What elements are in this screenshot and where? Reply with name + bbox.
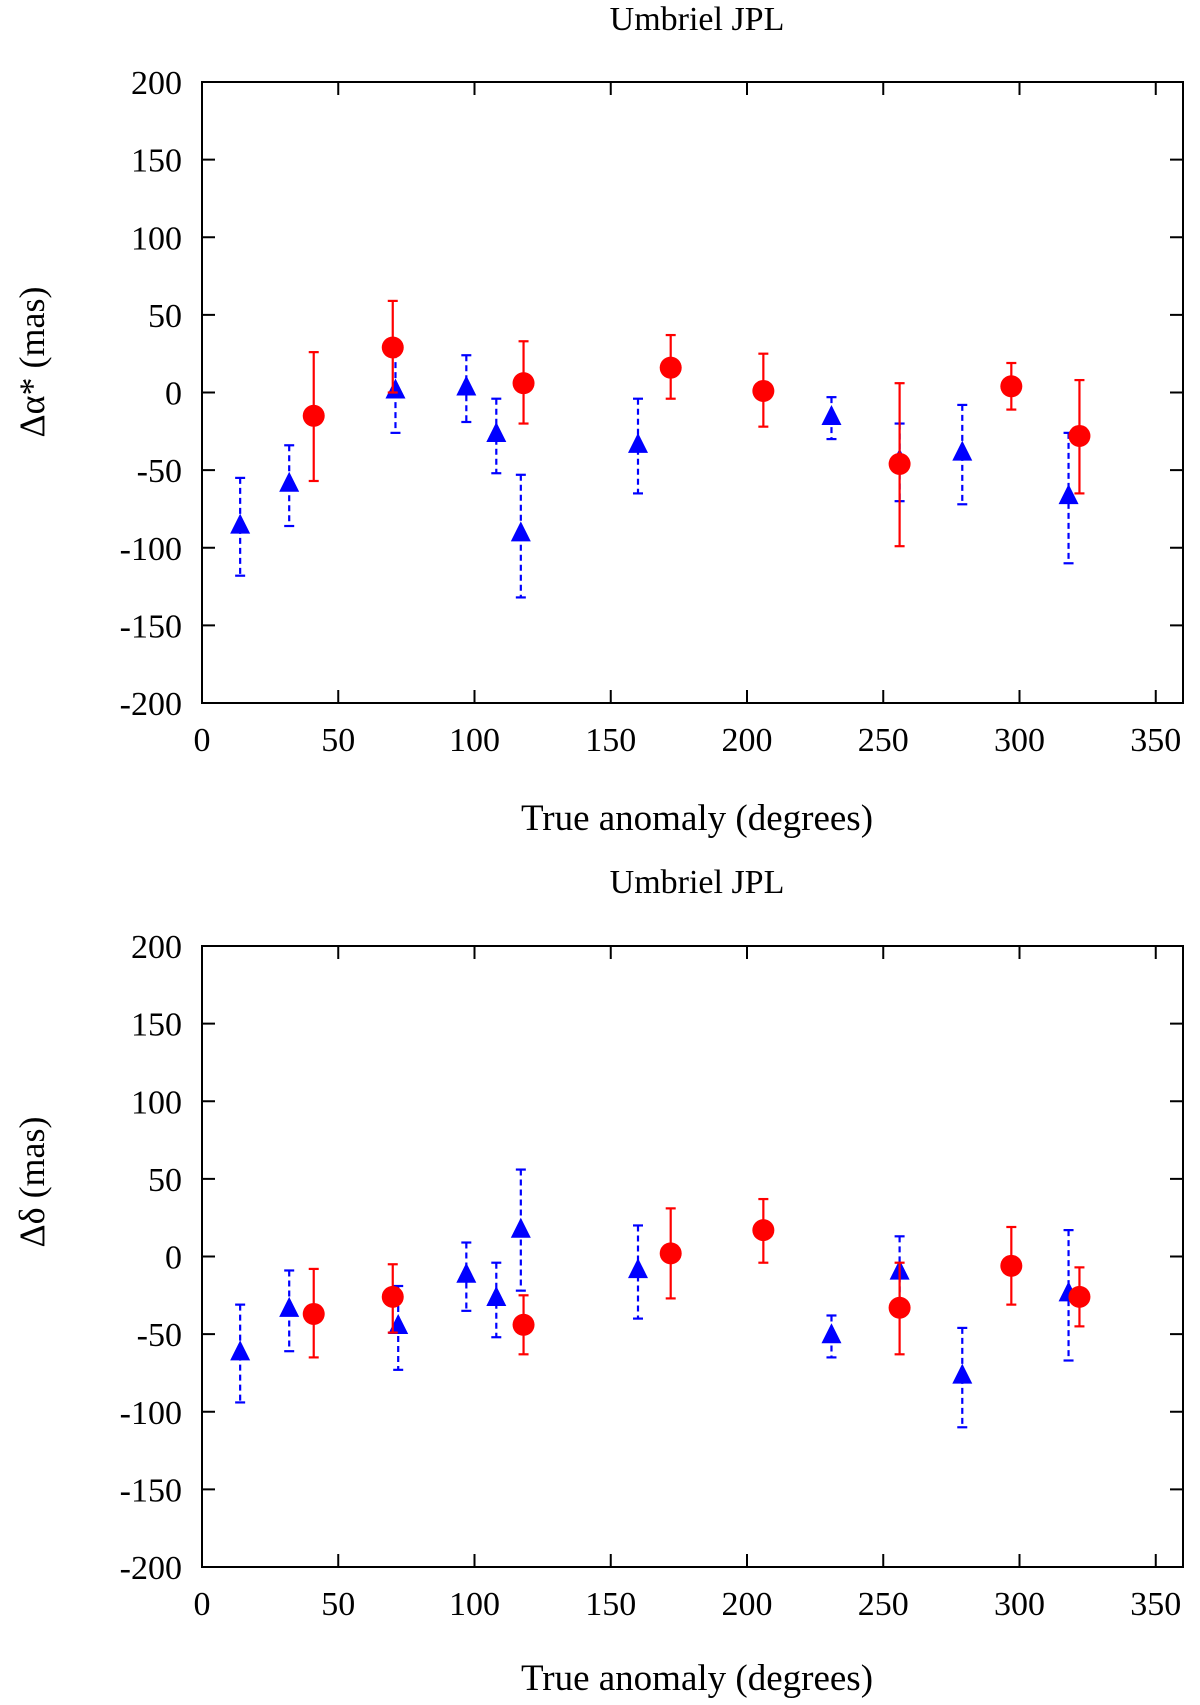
data-point [628,432,648,453]
x-tick-label: 100 [449,1586,500,1623]
data-point [510,521,531,542]
data-point [888,1296,911,1319]
x-tick-label: 300 [994,1586,1045,1623]
x-axis-label: True anomaly (degrees) [521,798,873,839]
y-tick-label: -100 [120,1395,182,1432]
data-point [1000,375,1023,398]
chart-declination: Umbriel JPL Δδ (mas) True anomaly (degre… [12,864,1184,1699]
data-point [1000,1254,1023,1277]
x-tick-label: 350 [1130,1586,1181,1623]
y-tick-label: -50 [137,1317,182,1354]
data-point [512,1313,535,1336]
tick-layer: 200 150 100 50 0 -50 -100 -150 -200 0 50 100 150 200 2… [120,65,1183,759]
series-circles [302,299,1091,548]
data-point [888,452,911,475]
x-tick-label: 0 [194,1586,211,1623]
tick-layer: 200 150 100 50 0 -50 -100 -150 -200 0 50 100 150 200 2… [120,929,1183,1623]
data-point [1068,1285,1091,1308]
data-point [388,1313,409,1334]
data-point [486,1286,507,1307]
x-tick-label: 50 [321,722,355,759]
data-point [456,1262,477,1283]
x-tick-label: 300 [994,722,1045,759]
data-point [1068,424,1091,447]
data-point [302,1302,325,1325]
y-tick-label: -200 [120,1550,182,1587]
plot-frame [201,945,1184,1568]
y-axis-label: Δα* (mas) [12,287,52,438]
data-point [512,372,535,395]
y-tick-label: 100 [131,220,182,257]
x-tick-label: 200 [722,722,773,759]
x-axis-label: True anomaly (degrees) [521,1658,873,1699]
y-axis-label: Δδ (mas) [12,1116,52,1247]
chart-title: Umbriel JPL [610,864,785,901]
data-point [752,1219,775,1242]
x-tick-label: 100 [449,722,500,759]
data-point [230,513,251,534]
y-tick-label: -50 [137,453,182,490]
data-point [952,1363,973,1384]
data-point [659,1242,682,1265]
y-tick-label: 200 [131,65,182,102]
data-point [302,404,325,427]
data-layer [230,1168,1091,1429]
data-point [230,1340,251,1361]
y-tick-label: -150 [120,1472,182,1509]
chart-title: Umbriel JPL [610,1,785,38]
x-tick-label: 0 [194,722,211,759]
data-point [628,1258,648,1279]
y-tick-label: 0 [165,1240,182,1277]
data-point [510,1217,531,1238]
data-point [1058,484,1079,505]
series-triangles [230,351,1079,599]
plot-frame [201,81,1184,704]
x-tick-label: 250 [858,1586,909,1623]
x-tick-label: 350 [1130,722,1181,759]
y-tick-label: 150 [131,1007,182,1044]
y-tick-label: -150 [120,608,182,645]
y-tick-label: -100 [120,531,182,568]
series-circles [302,1197,1091,1359]
data-point [385,378,406,399]
y-tick-label: 50 [148,298,182,335]
x-tick-label: 150 [585,722,636,759]
data-point [279,471,300,492]
data-layer [230,299,1091,599]
data-point [752,379,775,402]
x-tick-label: 150 [585,1586,636,1623]
data-point [821,1323,842,1344]
y-tick-label: 100 [131,1084,182,1121]
data-point [279,1296,300,1317]
x-tick-label: 250 [858,722,909,759]
y-tick-label: 150 [131,143,182,180]
y-tick-label: -200 [120,686,182,723]
data-point [659,356,682,379]
chart-right-ascension: Umbriel JPL Δα* (mas) True anomaly (degr… [12,1,1184,839]
y-tick-label: 200 [131,929,182,966]
x-tick-label: 200 [722,1586,773,1623]
data-point [381,336,404,359]
data-point [456,375,477,396]
data-point [486,422,507,443]
data-point [821,404,842,425]
x-tick-label: 50 [321,1586,355,1623]
series-triangles [230,1168,1079,1429]
y-tick-label: 0 [165,376,182,413]
data-point [381,1285,404,1308]
data-point [952,440,973,461]
y-tick-label: 50 [148,1162,182,1199]
